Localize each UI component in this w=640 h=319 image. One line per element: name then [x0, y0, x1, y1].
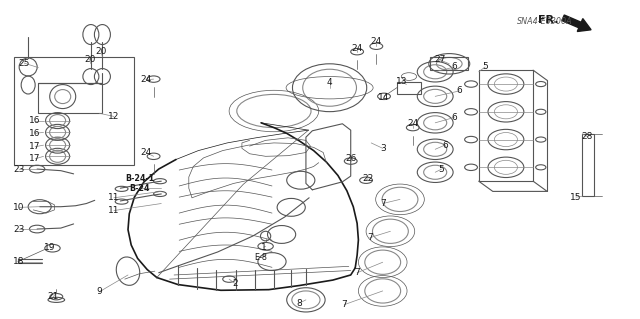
Text: 1: 1 [261, 243, 266, 252]
Text: B-24: B-24 [129, 184, 150, 193]
Text: 18: 18 [13, 257, 25, 266]
Text: 6: 6 [442, 141, 447, 150]
Text: 13: 13 [396, 77, 408, 86]
Text: 19: 19 [44, 243, 56, 252]
Text: 20: 20 [84, 55, 95, 63]
Text: 27: 27 [435, 56, 446, 64]
Text: 6: 6 [457, 86, 462, 95]
Text: 25: 25 [19, 59, 30, 68]
Text: 17: 17 [29, 154, 41, 163]
Text: 16: 16 [29, 116, 41, 125]
Text: 7: 7 [367, 233, 372, 242]
Bar [38, 83, 102, 113]
Text: FR.: FR. [538, 15, 558, 25]
Text: 14: 14 [378, 93, 390, 102]
Text: 22: 22 [362, 174, 374, 183]
Text: 24: 24 [371, 37, 382, 46]
Text: 5: 5 [439, 165, 444, 174]
Text: 23: 23 [13, 225, 25, 234]
Text: 8: 8 [297, 299, 302, 308]
Text: 5: 5 [483, 63, 488, 71]
Text: 24: 24 [351, 44, 363, 53]
Text: SNA4-E0300A: SNA4-E0300A [517, 17, 573, 26]
Bar [582, 134, 594, 196]
Text: 2: 2 [233, 279, 238, 288]
Text: 11: 11 [108, 206, 120, 215]
Text: 16: 16 [29, 129, 41, 138]
Text: 7: 7 [380, 199, 385, 208]
Text: 7: 7 [342, 300, 347, 309]
Text: 21: 21 [47, 292, 59, 301]
Text: 20: 20 [95, 47, 107, 56]
FancyArrow shape [562, 15, 591, 32]
Bar [397, 82, 421, 94]
Text: 12: 12 [108, 112, 120, 121]
Text: 3: 3 [380, 144, 385, 153]
Text: 24: 24 [407, 119, 419, 128]
Text: 11: 11 [108, 193, 120, 202]
Text: 6: 6 [452, 63, 457, 71]
Text: E-8: E-8 [255, 253, 268, 262]
Text: 17: 17 [29, 142, 41, 151]
Text: 7: 7 [355, 268, 360, 277]
Bar [430, 57, 468, 70]
Text: 4: 4 [327, 78, 332, 87]
Text: 6: 6 [452, 113, 457, 122]
Text: B-24-1: B-24-1 [125, 174, 154, 182]
Text: 24: 24 [140, 148, 152, 157]
Text: 9: 9 [97, 287, 102, 296]
Text: 26: 26 [345, 154, 356, 163]
Text: 15: 15 [570, 193, 582, 202]
Bar [14, 57, 134, 165]
Text: 23: 23 [13, 165, 25, 174]
Text: 28: 28 [582, 132, 593, 141]
Text: 10: 10 [13, 203, 25, 212]
Text: 24: 24 [140, 75, 152, 84]
